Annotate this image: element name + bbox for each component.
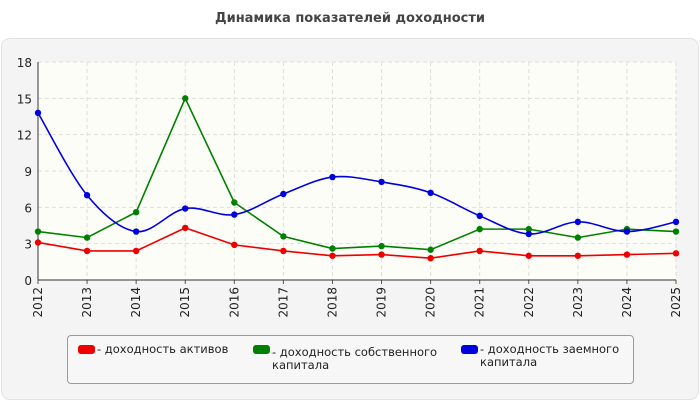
series-debt-point — [427, 189, 434, 196]
y-tick-label: 0 — [24, 274, 32, 288]
series-assets-point — [231, 241, 238, 249]
y-tick-label: 18 — [17, 56, 32, 70]
series-equity-point — [34, 228, 42, 235]
x-tick-label: 2012 — [31, 287, 45, 318]
x-tick-label: 2014 — [129, 287, 143, 318]
x-tick-label: 2013 — [80, 287, 94, 318]
series-assets-point — [672, 250, 680, 257]
series-assets-point — [427, 255, 434, 262]
series-equity-point — [427, 246, 434, 253]
series-debt-point — [476, 212, 483, 220]
series-assets-point — [182, 224, 189, 232]
series-assets-point — [83, 247, 91, 255]
series-assets-point — [378, 251, 385, 258]
series-equity-point — [378, 242, 385, 250]
y-tick-label: 3 — [24, 238, 32, 252]
series-debt-point — [574, 218, 582, 226]
series-assets-point — [476, 247, 483, 255]
series-equity-point — [672, 228, 680, 235]
series-assets-point — [280, 247, 287, 255]
series-assets-point — [329, 252, 336, 259]
legend-label-assets: - доходность активов — [97, 342, 229, 356]
series-assets-point — [34, 239, 42, 246]
legend-swatch-assets — [78, 345, 95, 354]
series-assets-line — [37, 227, 677, 260]
series-equity-point — [329, 245, 336, 252]
chart-legend: - доходность активов - доходность собств… — [67, 335, 634, 384]
x-tick-label: 2024 — [620, 287, 634, 318]
series-assets-point — [132, 247, 140, 255]
series-debt-point — [329, 173, 336, 181]
y-tick-label: 15 — [17, 92, 32, 106]
series-equity-point — [182, 95, 189, 102]
y-tick-label: 6 — [24, 201, 32, 215]
series-debt-point — [132, 228, 140, 235]
legend-swatch-equity — [253, 345, 270, 354]
series-equity-point — [280, 233, 287, 240]
x-tick-label: 2017 — [276, 287, 290, 318]
series-equity-point — [83, 234, 91, 241]
series-equity-point — [231, 199, 238, 206]
series-equity-point — [574, 234, 582, 241]
series-equity-point — [132, 208, 140, 216]
x-tick-label: 2020 — [424, 287, 438, 318]
series-debt-point — [182, 205, 189, 212]
series-equity-line — [37, 96, 677, 251]
legend-label-equity: - доходность собственного капитала — [272, 345, 438, 372]
series-assets-point — [623, 251, 631, 258]
series-equity-point — [476, 225, 483, 233]
series-debt-point — [231, 211, 238, 218]
series-debt-point — [378, 178, 385, 186]
series-debt-point — [525, 230, 532, 238]
series-debt-point — [672, 218, 680, 226]
y-tick-label: 12 — [17, 129, 32, 143]
series-debt-point — [83, 192, 91, 199]
x-tick-label: 2023 — [571, 287, 585, 318]
legend-label-debt: - доходность заемного капитала — [480, 342, 620, 369]
x-tick-label: 2021 — [473, 287, 487, 318]
x-tick-label: 2015 — [178, 287, 192, 318]
series-debt-point — [34, 109, 42, 117]
x-tick-label: 2025 — [669, 287, 683, 318]
x-tick-label: 2016 — [227, 287, 241, 318]
series-debt-point — [623, 228, 631, 235]
x-tick-label: 2019 — [375, 287, 389, 318]
y-tick-label: 9 — [24, 165, 32, 179]
x-tick-label: 2018 — [325, 287, 339, 318]
x-tick-label: 2022 — [522, 287, 536, 318]
series-debt-point — [280, 190, 287, 198]
chart-title: Динамика показателей доходности — [215, 11, 485, 26]
series-equity-point — [525, 225, 532, 233]
legend-swatch-debt — [461, 345, 478, 354]
series-assets-point — [525, 252, 532, 259]
series-assets-point — [574, 252, 582, 259]
